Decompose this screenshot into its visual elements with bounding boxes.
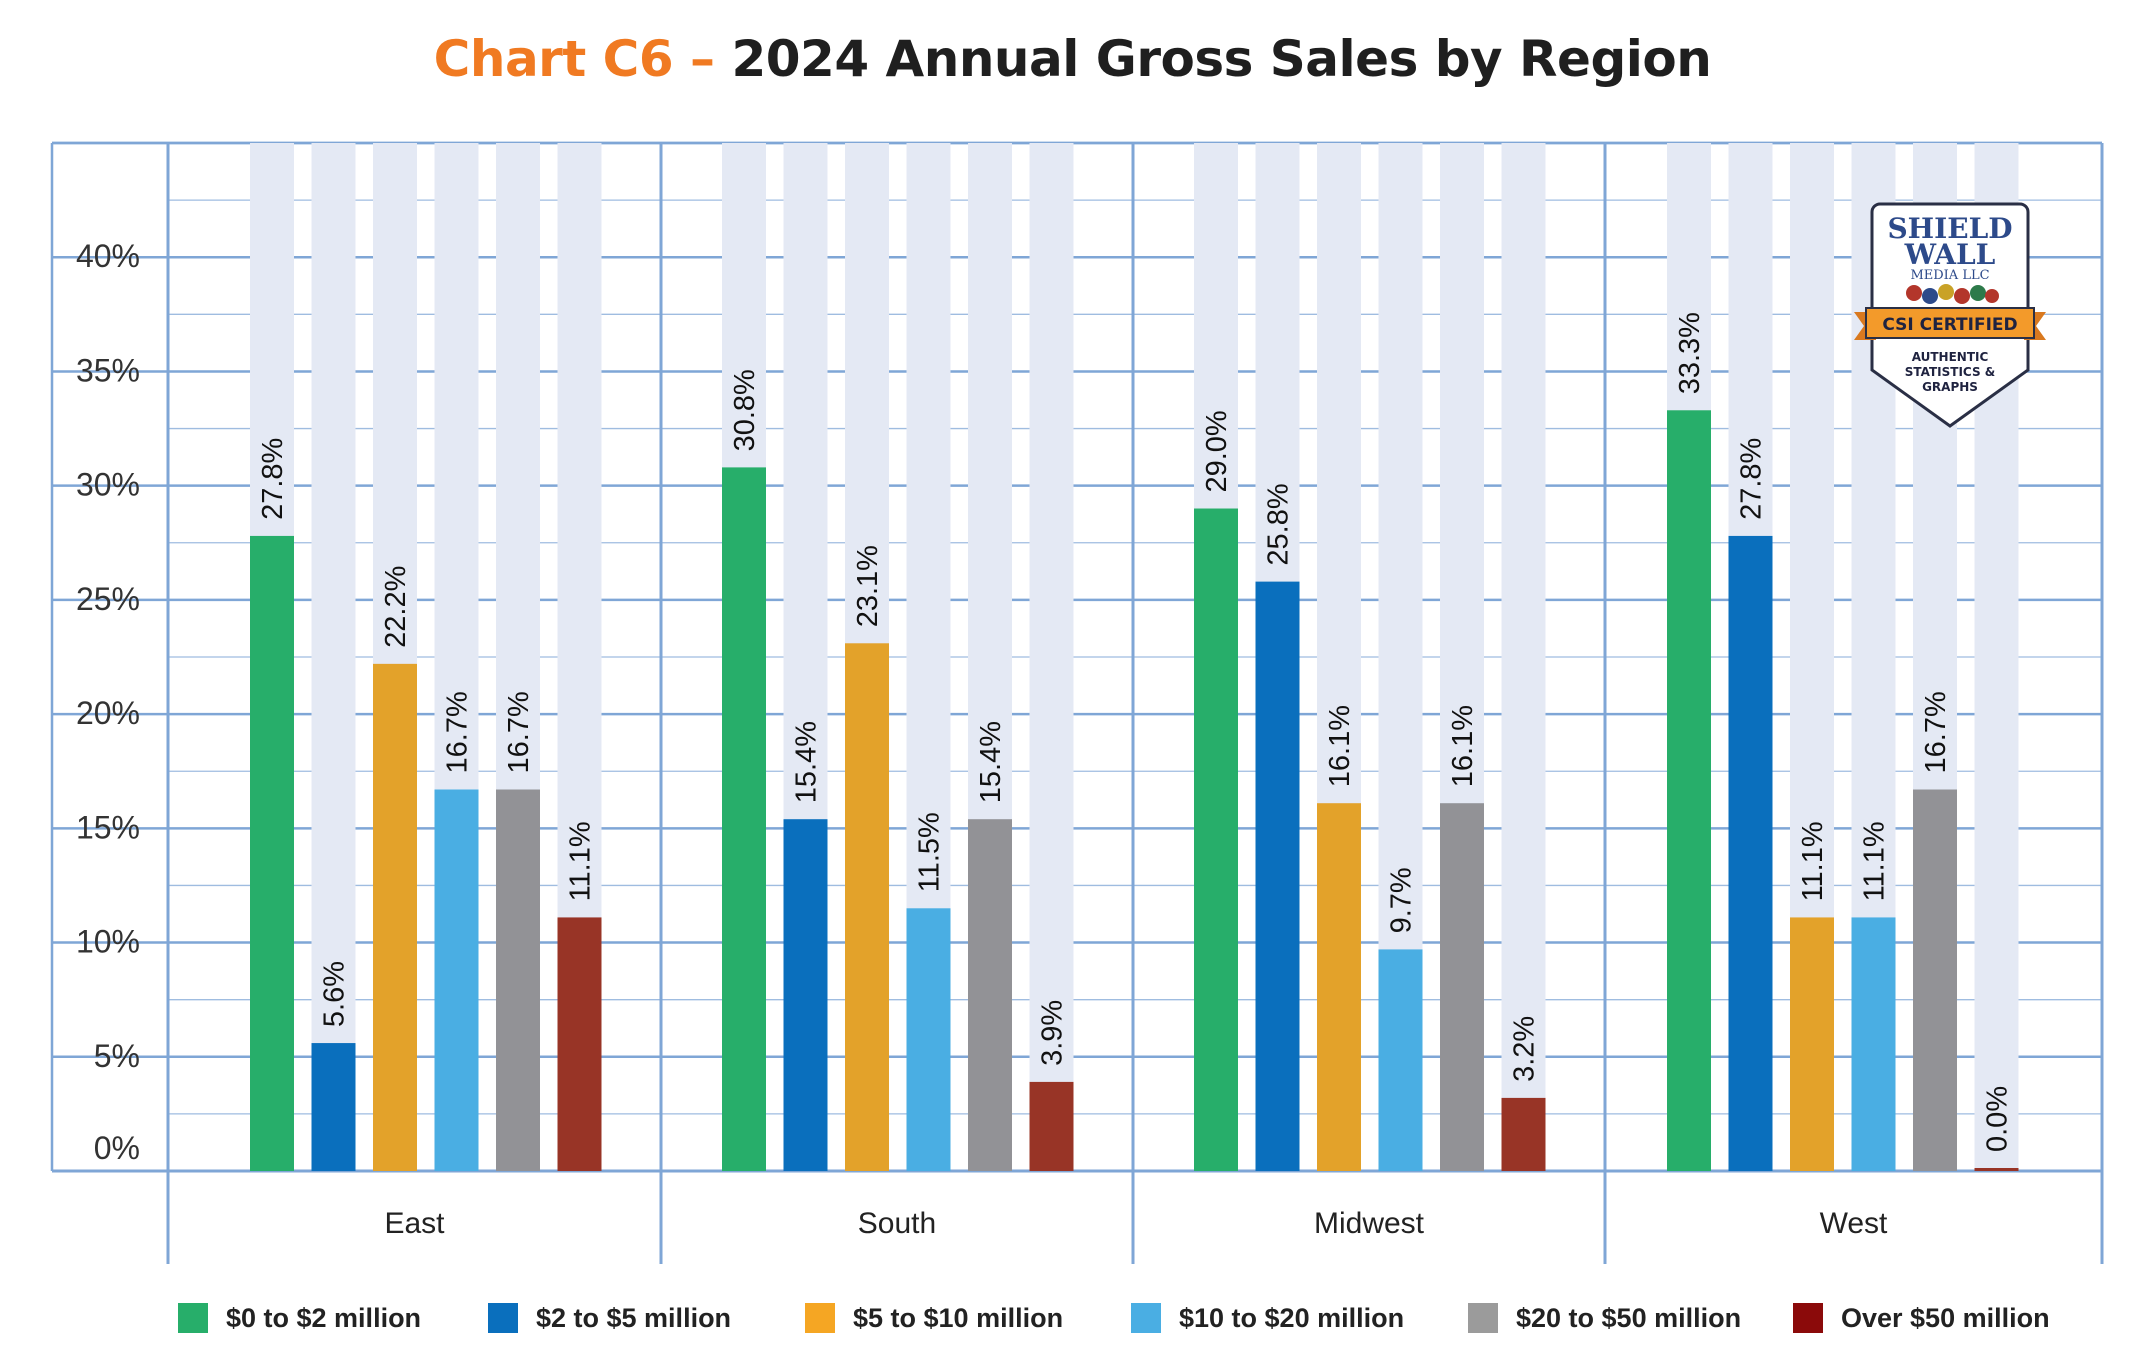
bar — [1728, 535, 1773, 1171]
legend-swatch — [1793, 1303, 1823, 1333]
legend-label: $2 to $5 million — [536, 1302, 732, 1333]
data-label: 22.2% — [380, 566, 412, 648]
bar — [1851, 917, 1896, 1171]
bar — [1194, 508, 1238, 1171]
legend-label: $0 to $2 million — [226, 1302, 422, 1333]
bar — [906, 908, 951, 1171]
x-tick-label: East — [384, 1207, 445, 1240]
data-label: 5.6% — [319, 961, 351, 1027]
legend-swatch — [1468, 1303, 1498, 1333]
y-tick-label: 20% — [76, 695, 140, 731]
legend-label: $10 to $20 million — [1179, 1302, 1405, 1333]
bar — [434, 789, 479, 1171]
bar-layer — [250, 143, 2019, 1171]
chart-legend: $0 to $2 million $2 to $5 million $5 to … — [178, 1300, 2078, 1340]
legend-item: $0 to $2 million — [178, 1300, 421, 1336]
data-label: 16.1% — [1324, 705, 1356, 787]
y-tick-label: 15% — [76, 809, 140, 845]
data-label: 11.1% — [1859, 821, 1891, 901]
chart-title-prefix: Chart C6 – — [433, 30, 715, 88]
data-label: 27.8% — [257, 438, 289, 520]
badge-line2: WALL — [1904, 238, 1996, 271]
data-label: 11.5% — [914, 812, 946, 892]
data-label: 11.1% — [1797, 821, 1829, 901]
bar — [968, 819, 1012, 1171]
legend-label: Over $50 million — [1841, 1302, 2050, 1333]
data-label: 3.2% — [1509, 1016, 1541, 1082]
bar — [1974, 1168, 2019, 1171]
badge-sub1: AUTHENTIC — [1912, 350, 1989, 364]
chart-title-main: 2024 Annual Gross Sales by Region — [731, 30, 1712, 88]
badge-sub3: GRAPHS — [1922, 380, 1978, 394]
bar-background — [311, 143, 356, 1171]
x-tick-label: South — [858, 1207, 936, 1240]
bar-background — [1501, 143, 1546, 1171]
y-tick-label: 30% — [76, 467, 140, 503]
data-label: 16.7% — [1920, 691, 1952, 773]
label-layer: 0% 5% 10% 15% 20% 25% 30% 35% 40% 27.8% 5.6% 22.2% 1… — [76, 238, 2014, 1240]
badge-line3: MEDIA LLC — [1910, 268, 1989, 283]
shield-wall-media-badge: SHIELD WALL MEDIA LLC CSI CERTIFIED AUTH… — [1852, 200, 2048, 430]
legend-item: $10 to $20 million — [1131, 1300, 1404, 1336]
bar — [1317, 803, 1361, 1171]
data-label: 15.4% — [975, 721, 1007, 803]
legend-swatch — [1131, 1303, 1161, 1333]
x-tick-label: West — [1820, 1207, 1888, 1240]
legend-item: $5 to $10 million — [805, 1300, 1063, 1336]
legend-swatch — [805, 1303, 835, 1333]
data-label: 15.4% — [791, 721, 823, 803]
bar — [722, 467, 766, 1171]
badge-line1: SHIELD — [1887, 212, 2012, 245]
bar — [845, 643, 889, 1171]
badge-sub2: STATISTICS & — [1905, 365, 1996, 379]
y-tick-label: 10% — [76, 924, 140, 960]
bar — [250, 535, 294, 1171]
bar — [1029, 1081, 1074, 1171]
legend-swatch — [178, 1303, 208, 1333]
badge-ribbon-text: CSI CERTIFIED — [1882, 315, 2017, 335]
data-label: 30.8% — [729, 369, 761, 451]
data-label: 3.9% — [1037, 1000, 1069, 1066]
bar — [1440, 803, 1484, 1171]
bar — [311, 1043, 356, 1171]
bar — [1501, 1097, 1546, 1171]
y-tick-label: 40% — [76, 238, 140, 274]
bar — [783, 819, 828, 1171]
bar — [1790, 917, 1834, 1171]
bar — [1378, 949, 1423, 1171]
legend-label: $5 to $10 million — [853, 1302, 1064, 1333]
data-label: 23.1% — [852, 545, 884, 627]
bar-chart: 0% 5% 10% 15% 20% 25% 30% 35% 40% 27.8% 5.6% 22.2% 1… — [50, 141, 2104, 1264]
chart-title: Chart C6 – 2024 Annual Gross Sales by Re… — [0, 30, 2145, 88]
bar — [373, 663, 417, 1171]
data-label: 25.8% — [1263, 483, 1295, 565]
y-tick-label: 35% — [76, 352, 140, 388]
bar — [1913, 789, 1957, 1171]
legend-swatch — [488, 1303, 518, 1333]
legend-item: $20 to $50 million — [1468, 1300, 1741, 1336]
data-label: 33.3% — [1674, 312, 1706, 394]
x-tick-label: Midwest — [1314, 1207, 1425, 1240]
data-label: 29.0% — [1201, 410, 1233, 492]
data-label: 9.7% — [1386, 867, 1418, 933]
data-label: 16.7% — [442, 691, 474, 773]
data-label: 0.0% — [1982, 1086, 2014, 1152]
data-label: 11.1% — [565, 821, 597, 901]
badge-emblem — [1906, 284, 1999, 304]
y-tick-label: 0% — [94, 1130, 140, 1166]
legend-item: $2 to $5 million — [488, 1300, 731, 1336]
bar — [496, 789, 540, 1171]
data-label: 16.7% — [503, 691, 535, 773]
legend-label: $20 to $50 million — [1516, 1302, 1742, 1333]
data-label: 27.8% — [1736, 438, 1768, 520]
data-label: 16.1% — [1447, 705, 1479, 787]
legend-item: Over $50 million — [1793, 1300, 2050, 1336]
y-tick-label: 5% — [94, 1038, 140, 1074]
badge-ribbon — [1865, 307, 2035, 339]
bar-background — [1029, 143, 1074, 1171]
bar — [557, 917, 602, 1171]
bar — [1255, 581, 1300, 1171]
y-tick-label: 25% — [76, 581, 140, 617]
bar — [1667, 410, 1711, 1171]
